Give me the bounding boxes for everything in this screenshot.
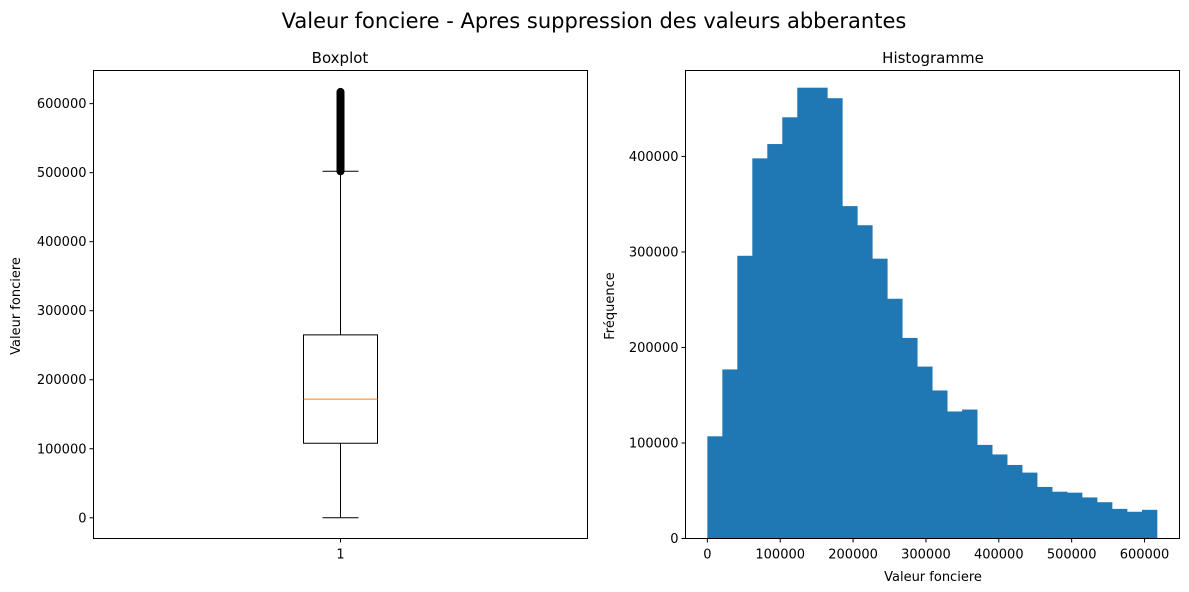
- histogram-axes-frame: [685, 70, 1180, 539]
- boxplot-box: [303, 334, 378, 444]
- boxplot-y-axis-label: Valeur fonciere: [9, 257, 24, 355]
- histogram-bar: [782, 117, 798, 539]
- figure-suptitle: Valeur fonciere - Apres suppression des …: [282, 9, 907, 33]
- boxplot-panel: Boxplot Valeur fonciere 0 100000 200000 300…: [9, 49, 588, 563]
- histogram-bar: [1052, 491, 1068, 539]
- histogram-bar: [1141, 509, 1158, 539]
- histogram-bar: [1126, 511, 1143, 539]
- histogram-x-tick-label: 200000: [828, 548, 878, 563]
- histogram-bar: [827, 98, 843, 539]
- histogram-bar: [1022, 472, 1038, 539]
- histogram-x-tick-label: 100000: [755, 548, 805, 563]
- boxplot-y-tick-label: 600000: [37, 97, 87, 112]
- boxplot-y-ticks: 0 100000 200000 300000 400000 500000 600000: [37, 97, 94, 526]
- histogram-x-tick-label: 500000: [1047, 548, 1097, 563]
- histogram-y-axis-label: Fréquence: [603, 272, 618, 339]
- boxplot-y-tick-label: 500000: [37, 166, 87, 181]
- histogram-bar: [767, 144, 783, 539]
- histogram-bar: [797, 87, 813, 539]
- boxplot-y-tick-label: 300000: [37, 304, 87, 319]
- histogram-bar: [1111, 508, 1128, 539]
- histogram-bar: [962, 409, 978, 539]
- histogram-y-tick-label: 300000: [629, 245, 679, 260]
- histogram-y-tick-label: 0: [670, 532, 678, 547]
- boxplot-title: Boxplot: [312, 49, 369, 67]
- boxplot-y-tick-label: 200000: [37, 373, 87, 388]
- histogram-x-tick-label: 400000: [974, 548, 1024, 563]
- histogram-bar: [707, 436, 723, 539]
- histogram-bar: [902, 337, 918, 539]
- histogram-x-tick-label: 0: [703, 548, 711, 563]
- histogram-title: Histogramme: [882, 49, 984, 67]
- histogram-bar: [1007, 464, 1023, 539]
- histogram-bar: [992, 454, 1008, 539]
- histogram-bar: [752, 158, 768, 539]
- histogram-bar: [857, 225, 873, 539]
- histogram-bar: [1067, 492, 1083, 539]
- histogram-bar: [842, 206, 858, 539]
- histogram-x-tick-label: 600000: [1120, 548, 1170, 563]
- boxplot-y-tick-label: 0: [78, 511, 86, 526]
- boxplot-marks: [303, 87, 378, 519]
- histogram-bar: [917, 366, 933, 539]
- boxplot-y-tick-label: 100000: [37, 442, 87, 457]
- histogram-bar: [872, 258, 888, 539]
- histogram-y-tick-label: 200000: [629, 341, 679, 356]
- histogram-bar: [887, 298, 903, 539]
- histogram-x-ticks: 0 100000 200000 300000 400000 500000 600000: [703, 538, 1170, 563]
- histogram-bar: [1096, 502, 1113, 539]
- histogram-bar: [812, 87, 828, 539]
- histogram-bar: [722, 369, 738, 539]
- histogram-bar: [977, 444, 993, 539]
- histogram-y-ticks: 0 100000 200000 300000 400000: [629, 150, 686, 547]
- histogram-bar: [947, 411, 963, 539]
- histogram-bar: [1037, 486, 1053, 539]
- boxplot-x-ticks: 1: [336, 538, 345, 563]
- histogram-bar: [1081, 497, 1098, 539]
- histogram-y-tick-label: 100000: [629, 436, 679, 451]
- histogram-x-tick-label: 300000: [901, 548, 951, 563]
- histogram-y-tick-label: 400000: [629, 150, 679, 165]
- boxplot-outliers: [336, 87, 345, 176]
- histogram-bars: [707, 87, 1158, 539]
- boxplot-y-tick-label: 400000: [37, 235, 87, 250]
- histogram-bar: [932, 390, 948, 539]
- histogram-x-axis-label: Valeur fonciere: [884, 570, 982, 585]
- histogram-panel: Histogramme Fréquence Valeur fonciere 0 1…: [603, 49, 1180, 585]
- boxplot-x-tick-label: 1: [336, 548, 344, 563]
- histogram-bar: [737, 255, 753, 539]
- boxplot-axes-frame: [93, 70, 588, 539]
